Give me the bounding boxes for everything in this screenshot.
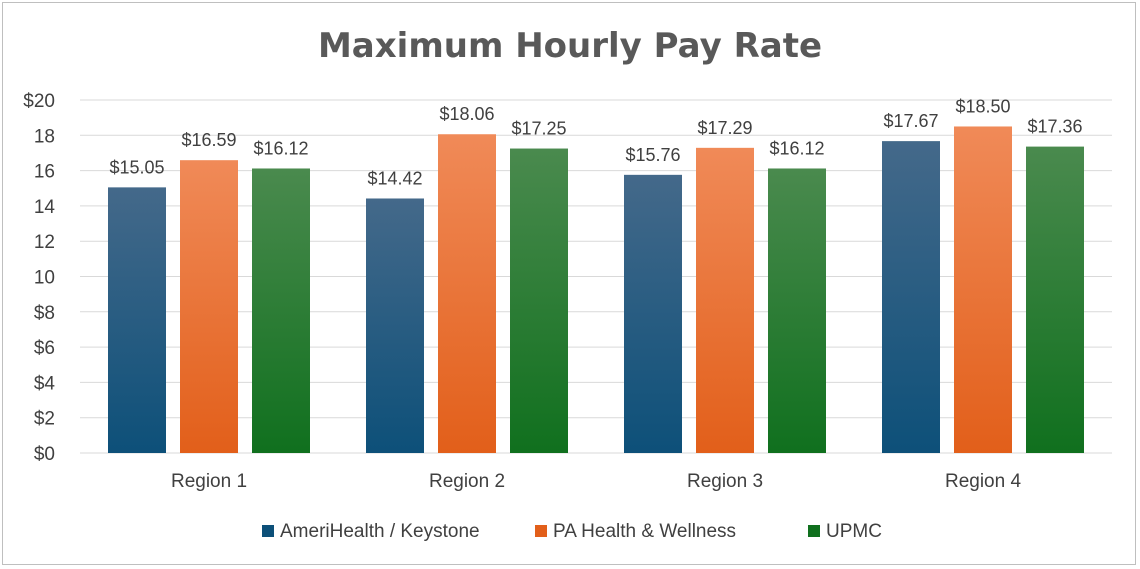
bar-2-1	[366, 198, 424, 453]
y-tick-label: 18	[34, 126, 55, 147]
data-label: $15.05	[109, 157, 164, 177]
x-category-label: Region 2	[429, 471, 505, 492]
bar-2-3	[510, 148, 568, 453]
y-tick-label: $8	[34, 303, 55, 324]
y-tick-label: 10	[34, 268, 55, 289]
data-label: $17.36	[1027, 117, 1082, 137]
legend-swatch	[535, 525, 547, 537]
data-label: $17.29	[697, 118, 752, 138]
y-tick-label: $0	[34, 444, 55, 465]
bar-4-1	[882, 141, 940, 453]
x-axis-categories: Region 1 Region 2 Region 3 Region 4	[171, 471, 1021, 492]
bar-2-2	[438, 134, 496, 453]
data-label: $18.50	[955, 96, 1010, 116]
bars	[108, 126, 1084, 454]
bar-3-1	[624, 174, 682, 453]
data-label: $18.06	[439, 104, 494, 124]
y-tick-label: 16	[34, 162, 55, 183]
y-tick-label: $4	[34, 373, 56, 394]
legend: AmeriHealth / Keystone PA Health & Wellne…	[262, 521, 882, 542]
bar-1-1	[108, 187, 166, 453]
data-label: $17.67	[883, 111, 938, 131]
data-label: $16.12	[253, 138, 308, 158]
chart-title: Maximum Hourly Pay Rate	[318, 26, 822, 66]
x-category-label: Region 3	[687, 471, 763, 492]
bar-3-3	[768, 168, 826, 453]
y-tick-label: $20	[23, 91, 55, 112]
y-axis-ticks: $0 $2 $4 $6 $8 10 12 14 16 18 $20	[23, 91, 55, 465]
y-tick-label: 12	[34, 232, 55, 253]
data-labels: $15.05 $16.59 $16.12 $14.42 $18.06 $17.25 $15.…	[109, 96, 1082, 188]
legend-swatch	[808, 525, 820, 537]
y-tick-label: $2	[34, 409, 55, 430]
data-label: $16.59	[181, 130, 236, 150]
bar-3-2	[696, 147, 754, 454]
bar-1-3	[252, 168, 310, 453]
x-category-label: Region 1	[171, 471, 247, 492]
bar-4-3	[1026, 146, 1084, 453]
x-category-label: Region 4	[945, 471, 1021, 492]
legend-label: AmeriHealth / Keystone	[280, 521, 480, 542]
data-label: $14.42	[367, 168, 422, 188]
data-label: $16.12	[769, 138, 824, 158]
data-label: $17.25	[511, 119, 566, 139]
bar-1-2	[180, 160, 238, 453]
legend-label: UPMC	[826, 521, 882, 542]
y-tick-label: 14	[34, 197, 56, 218]
legend-swatch	[262, 525, 274, 537]
legend-label: PA Health & Wellness	[553, 521, 736, 542]
data-label: $15.76	[625, 145, 680, 165]
y-tick-label: $6	[34, 338, 55, 359]
bar-4-2	[954, 126, 1012, 453]
